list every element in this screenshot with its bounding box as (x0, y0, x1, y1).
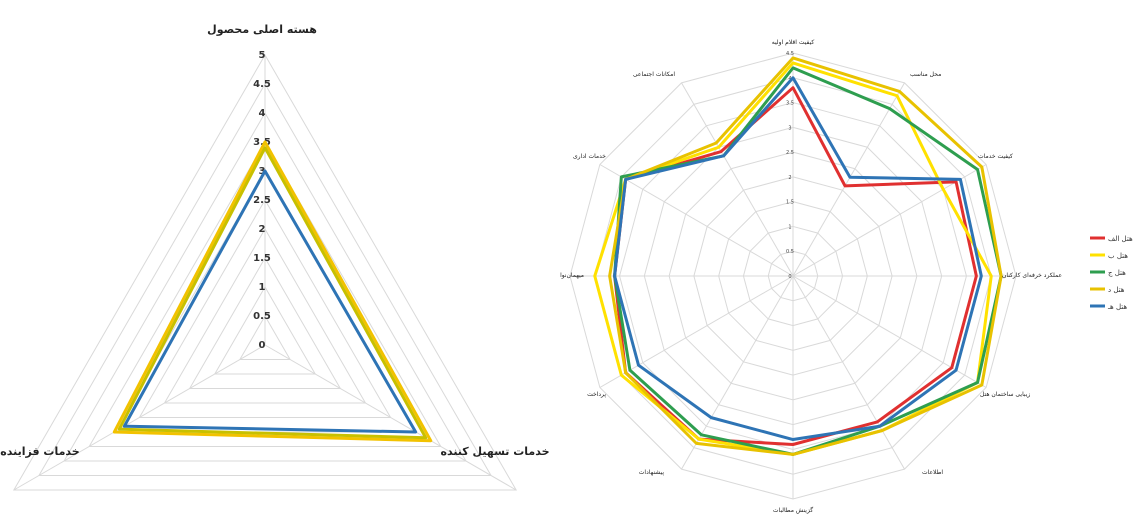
grid-spoke (792, 275, 905, 470)
axis-label: محل مناسب (910, 71, 941, 78)
series-line (112, 140, 433, 443)
tick-label: 2.5 (253, 195, 271, 206)
axis-label: پیشنهادات (639, 469, 665, 476)
legend-label: هتل د (1108, 286, 1125, 294)
grid-spoke (792, 82, 905, 277)
axis-label: میهمان‌نوازی (560, 272, 584, 279)
axis-label: گزینش مطالبات (773, 506, 813, 514)
tick-label: 3.5 (253, 137, 271, 148)
tick-label: 1.5 (253, 253, 271, 264)
axis-label: کیفیت اقلام اولیه (772, 39, 815, 46)
grid-spoke (681, 82, 794, 277)
series-line (608, 56, 1003, 456)
axis-label: زیبایی ساختمان هتل (980, 391, 1030, 398)
tick-label: 4 (259, 108, 266, 119)
grid-spoke (681, 275, 794, 470)
grid-ring (63, 112, 467, 462)
series-line (117, 146, 428, 440)
grid-ring (38, 82, 492, 476)
triangle-radar-chart: 0 0.5 1 1.5 2 2.5 3 3.5 4 4.5 5 هسته اصلی محصول خدما… (0, 0, 560, 521)
legend-label: هتل ب (1108, 252, 1128, 260)
grid-spoke (599, 275, 794, 388)
series-line (613, 86, 978, 446)
axis-label: عملکرد خرفه‌ای کارکنان (1002, 272, 1062, 279)
triangle-radar-svg: 0 0.5 1 1.5 2 2.5 3 3.5 4 4.5 5 هسته اصلی محصول خدما… (0, 23, 550, 491)
tick-label: 0 (259, 340, 266, 351)
tick-label: 3.5 (786, 101, 794, 107)
hotel-radar-svg: 0 0.5 1 1.5 2 2.5 3 3.5 4 4.5 کیفیت اقلام اولیه محل… (552, 39, 1133, 514)
tick-label: 2 (259, 224, 266, 235)
axis-label: کیفیت خدمات (978, 153, 1013, 160)
grid-ring (138, 198, 392, 418)
grid-spoke (599, 164, 794, 277)
axis-label: خدمات فزاینده (0, 445, 79, 458)
tick-label: 0 (788, 274, 791, 280)
axis-label: خدمات تسهیل کننده (440, 445, 549, 458)
grid-ring (88, 141, 442, 447)
grid-ring (163, 228, 367, 404)
tick-label: 4 (788, 76, 791, 82)
axis-label: پرداخت (587, 391, 606, 398)
series-line (613, 76, 983, 442)
legend-label: هتل هـ (1107, 303, 1127, 311)
grid-spoke (264, 344, 517, 491)
tick-label: 4.5 (786, 51, 794, 57)
tick-label: 5 (259, 50, 266, 61)
grid-ring (239, 315, 291, 360)
tick-label: 1 (788, 224, 791, 230)
tick-label: 2.5 (786, 150, 794, 156)
axis-label: امکانات اجتماعی (633, 71, 675, 78)
tick-label: 3 (259, 166, 266, 177)
tick-label: 1 (259, 282, 266, 293)
grid-spoke (792, 275, 987, 388)
grid-spoke (13, 344, 266, 491)
axis-label: هسته اصلی محصول (207, 23, 317, 36)
tick-label: 3 (788, 125, 791, 131)
tick-label: 0.5 (786, 249, 794, 255)
hotel-radar-chart: 0 0.5 1 1.5 2 2.5 3 3.5 4 4.5 کیفیت اقلام اولیه محل… (552, 0, 1136, 521)
series-line (122, 169, 418, 434)
grid-ring (213, 285, 317, 375)
tick-label: 0.5 (253, 311, 271, 322)
grid-ring (12, 53, 518, 491)
legend-label: هتل ج (1108, 269, 1126, 277)
axis-label: اطلاعات (922, 469, 943, 476)
legend-label: هتل الف (1108, 235, 1133, 243)
tick-label: 2 (788, 175, 791, 181)
grid-ring (188, 256, 342, 389)
tick-label: 4.5 (253, 79, 271, 90)
axis-label: خدمات اداری (573, 153, 606, 160)
tick-label: 1.5 (786, 200, 794, 206)
